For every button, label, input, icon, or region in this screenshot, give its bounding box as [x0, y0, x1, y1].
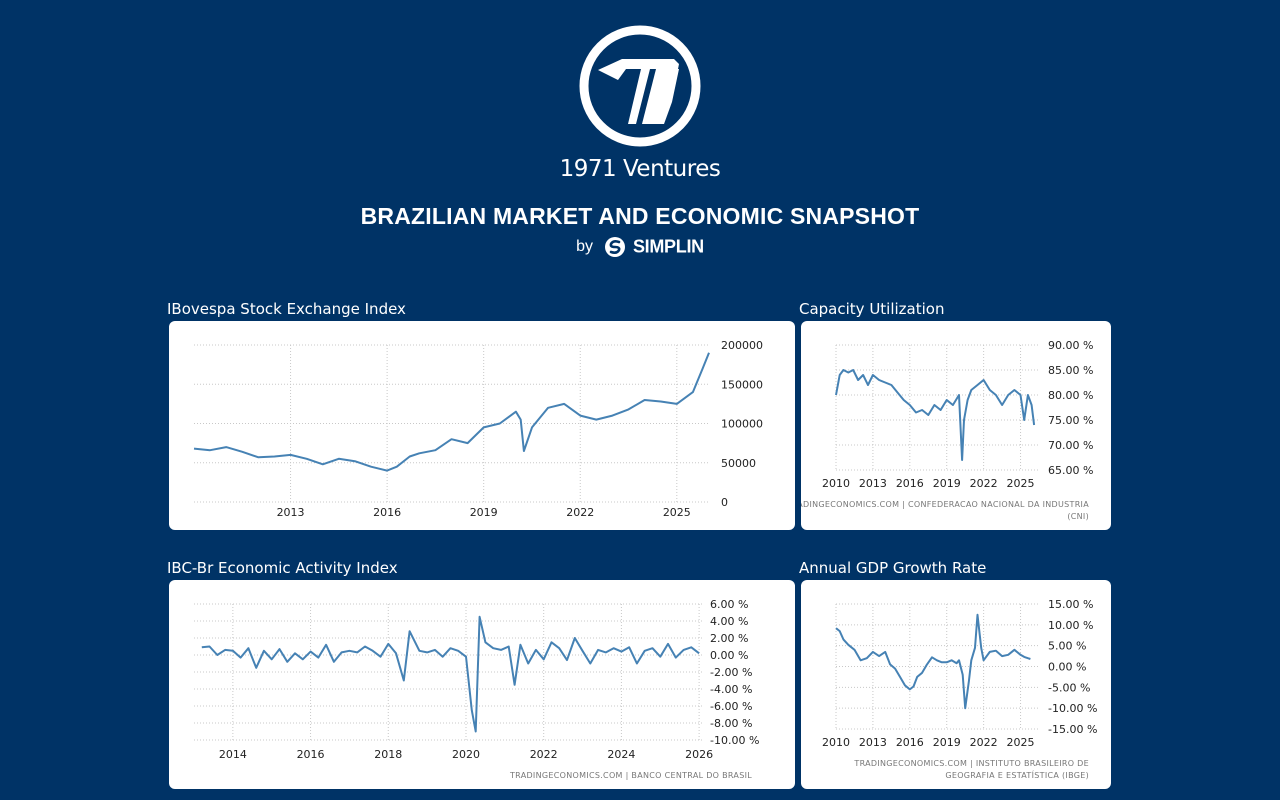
y-tick-label: -6.00 % [710, 700, 752, 713]
x-tick-label: 2025 [663, 506, 691, 519]
chart-title-ibovespa: IBovespa Stock Exchange Index [167, 300, 406, 318]
x-tick-label: 2020 [452, 748, 480, 761]
x-tick-label: 2022 [566, 506, 594, 519]
y-tick-label: 80.00 % [1048, 389, 1093, 402]
y-tick-label: 6.00 % [710, 598, 748, 611]
x-tick-label: 2025 [1007, 477, 1035, 490]
x-tick-label: 2010 [822, 736, 850, 749]
chart-source: (CNI) [1067, 512, 1089, 521]
x-tick-label: 2022 [970, 477, 998, 490]
page-title: BRAZILIAN MARKET AND ECONOMIC SNAPSHOT [360, 203, 920, 229]
x-tick-label: 2018 [374, 748, 402, 761]
y-tick-label: 0.00 % [1048, 661, 1086, 674]
x-tick-label: 2013 [859, 477, 887, 490]
y-tick-label: 90.00 % [1048, 339, 1093, 352]
series-line-capacity [835, 369, 1036, 461]
chart-card-capacity: 65.00 % 70.00 % 75.00 % 80.00 % 85.00 % 90.00… [801, 321, 1111, 530]
chart-title-capacity: Capacity Utilization [799, 300, 945, 318]
ibcbr-chart: -10.00 % -8.00 % -6.00 % -4.00 % -2.00 % 0.00… [194, 598, 759, 780]
y-tick-label: 200000 [721, 339, 763, 352]
y-tick-label: 0 [721, 496, 728, 509]
y-tick-label: -8.00 % [710, 717, 752, 730]
y-tick-label: -4.00 % [710, 683, 752, 696]
y-tick-label: 0.00 % [710, 649, 748, 662]
1971-ventures-logo-icon [579, 25, 701, 147]
x-tick-label: 2026 [685, 748, 713, 761]
y-tick-label: -5.00 % [1048, 681, 1090, 694]
x-tick-label: 2016 [896, 736, 924, 749]
y-tick-label: 10.00 % [1048, 619, 1093, 632]
y-tick-label: 75.00 % [1048, 414, 1093, 427]
y-tick-label: -2.00 % [710, 666, 752, 679]
chart-source: GEOGRAFIA E ESTATÍSTICA (IBGE) [945, 769, 1089, 780]
chart-card-ibovespa: 0 50000 100000 150000 200000 2013 2016 2019 2022… [169, 321, 795, 530]
simplin-logo-icon [604, 237, 625, 257]
chart-card-gdp: -15.00 % -10.00 % -5.00 % 0.00 % 5.00 % 10.00… [801, 580, 1111, 789]
y-tick-label: 15.00 % [1048, 598, 1093, 611]
x-tick-label: 2025 [1007, 736, 1035, 749]
x-tick-label: 2014 [219, 748, 247, 761]
y-tick-label: 50000 [721, 457, 756, 470]
x-tick-label: 2013 [277, 506, 305, 519]
x-tick-label: 2019 [933, 477, 961, 490]
x-tick-label: 2019 [470, 506, 498, 519]
brand-header: 1971 Ventures [0, 24, 1280, 182]
series-line-gdp [835, 613, 1031, 710]
byline: by SIMPLIN [0, 236, 1280, 258]
x-tick-label: 2019 [933, 736, 961, 749]
chart-source: TRADINGECONOMICS.COM | INSTITUTO BRASILE… [853, 759, 1089, 768]
y-tick-label: 5.00 % [1048, 640, 1086, 653]
simplin-brand: SIMPLIN [632, 236, 704, 257]
x-tick-label: 2024 [607, 748, 635, 761]
y-tick-label: 2.00 % [710, 632, 748, 645]
y-tick-label: 4.00 % [710, 615, 748, 628]
x-tick-label: 2010 [822, 477, 850, 490]
chart-source: TRADINGECONOMICS.COM | BANCO CENTRAL DO … [509, 771, 752, 780]
y-tick-label: -15.00 % [1048, 723, 1097, 736]
y-tick-label: 70.00 % [1048, 439, 1093, 452]
gdp-chart: -15.00 % -10.00 % -5.00 % 0.00 % 5.00 % 10.00… [822, 598, 1097, 780]
x-tick-label: 2016 [896, 477, 924, 490]
chart-source: TRADINGECONOMICS.COM | CONFEDERACAO NACI… [801, 500, 1089, 509]
y-tick-label: -10.00 % [1048, 702, 1097, 715]
chart-card-ibcbr: -10.00 % -8.00 % -6.00 % -4.00 % -2.00 % 0.00… [169, 580, 795, 789]
chart-title-gdp: Annual GDP Growth Rate [799, 559, 987, 577]
x-tick-label: 2022 [530, 748, 558, 761]
x-tick-label: 2013 [859, 736, 887, 749]
series-line-ibovespa [193, 352, 710, 472]
y-tick-label: 85.00 % [1048, 364, 1093, 377]
y-tick-label: 100000 [721, 418, 763, 431]
x-tick-label: 2016 [373, 506, 401, 519]
byline-by: by [576, 238, 594, 255]
chart-title-ibcbr: IBC-Br Economic Activity Index [167, 559, 398, 577]
capacity-chart: 65.00 % 70.00 % 75.00 % 80.00 % 85.00 % 90.00… [801, 339, 1093, 521]
brand-name: 1971 Ventures [559, 156, 721, 182]
ibovespa-chart: 0 50000 100000 150000 200000 2013 2016 2019 2022… [193, 339, 763, 519]
x-tick-label: 2022 [970, 736, 998, 749]
series-line-ibcbr [201, 615, 700, 733]
y-tick-label: -10.00 % [710, 734, 759, 747]
y-tick-label: 150000 [721, 378, 763, 391]
x-tick-label: 2016 [297, 748, 325, 761]
y-tick-label: 65.00 % [1048, 464, 1093, 477]
